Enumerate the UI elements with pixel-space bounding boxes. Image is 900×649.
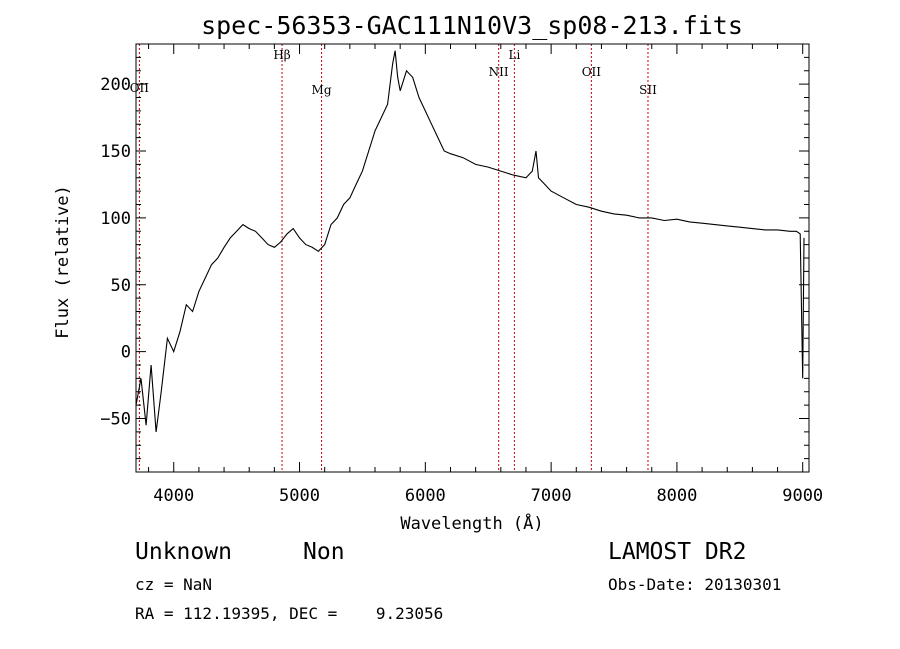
x-axis-label: Wavelength (Å): [400, 512, 543, 534]
x-tick-label: 5000: [279, 486, 320, 506]
y-tick-label: 200: [100, 75, 131, 95]
x-tick-label: 9000: [782, 486, 823, 506]
y-axis-label: Flux (relative): [53, 185, 73, 339]
x-axis-ticks: 4000 5000 6000 7000 8000 9000: [148, 44, 823, 506]
spectrum-line: [135, 50, 805, 432]
object-class: Unknown: [135, 539, 232, 565]
line-marker-label: Li: [508, 48, 520, 62]
x-tick-label: 7000: [531, 486, 572, 506]
coordinates: RA = 112.19395, DEC = 9.23056: [135, 604, 444, 623]
obs-date: Obs-Date: 20130301: [608, 575, 782, 594]
line-marker-label: OII: [582, 65, 602, 79]
chart-title: spec-56353-GAC111N10V3_sp08-213.fits: [201, 11, 743, 40]
y-tick-label: 50: [111, 276, 131, 296]
y-axis-ticks: −50 0 50 100 150 200: [100, 56, 809, 460]
line-marker-label: Hβ: [273, 48, 290, 62]
y-tick-label: 150: [100, 142, 131, 162]
x-tick-label: 4000: [153, 486, 194, 506]
x-tick-label: 6000: [405, 486, 446, 506]
object-subclass: Non: [303, 539, 345, 565]
y-tick-label: 0: [121, 343, 131, 363]
plot-frame: [135, 43, 810, 473]
line-marker-label: SII: [639, 83, 657, 97]
y-tick-label: −50: [100, 410, 131, 430]
spectral-line-markers: OII Hβ Mg NII Li OII SII: [130, 44, 657, 472]
x-tick-label: 8000: [656, 486, 697, 506]
line-marker-label: OII: [130, 81, 150, 95]
line-marker-label: NII: [489, 65, 509, 79]
line-marker-label: Mg: [312, 83, 332, 97]
survey-name: LAMOST DR2: [608, 539, 747, 565]
y-tick-label: 100: [100, 209, 131, 229]
redshift-text: cz = NaN: [135, 575, 213, 594]
